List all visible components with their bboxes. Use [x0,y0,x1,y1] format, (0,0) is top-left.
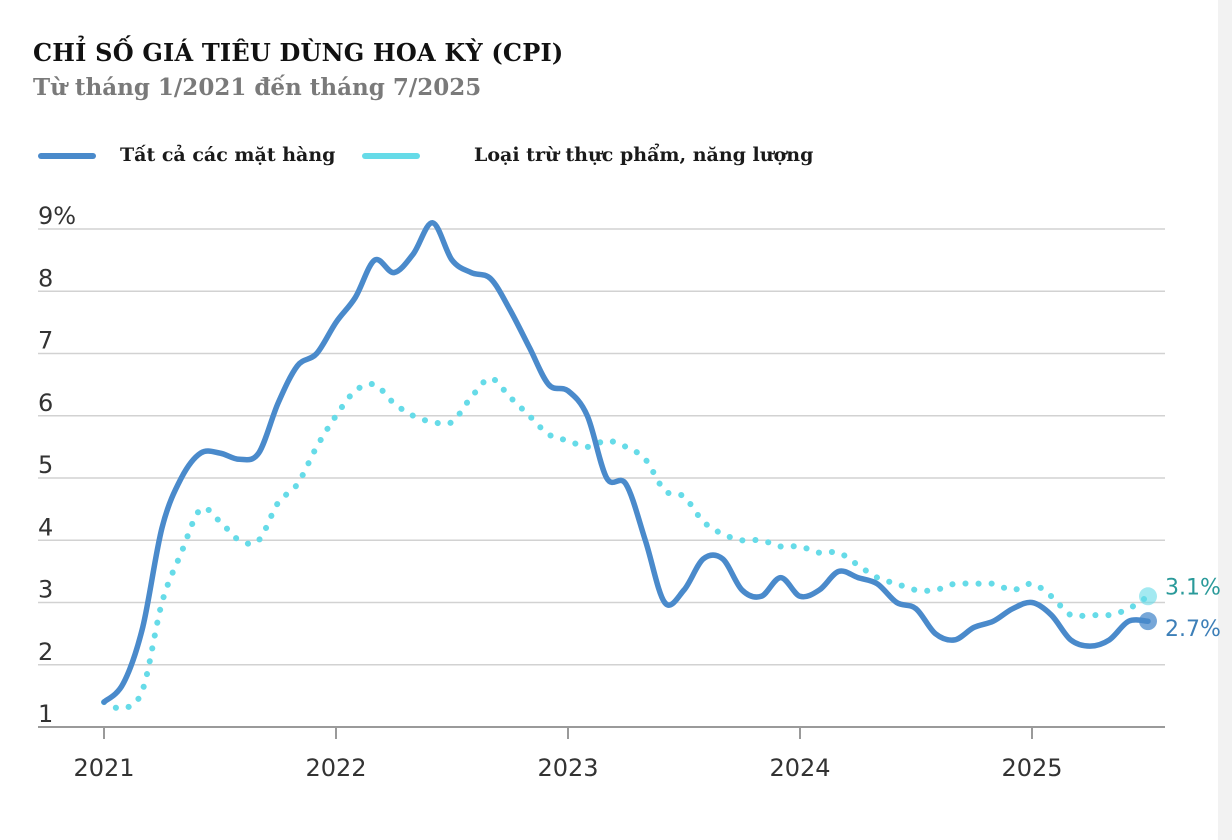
x-tick-label: 2024 [769,754,830,782]
end-point-headline [1139,612,1157,631]
y-tick-label: 1 [38,700,53,728]
x-axis-ticks: 2021 2022 2023 2024 2025 [73,727,1063,782]
y-tick-label: 5 [38,451,53,479]
series-line-headline [101,220,1151,705]
x-tick-label: 2021 [73,754,134,782]
y-tick-label: 4 [38,513,53,541]
series-line-core [101,375,1151,712]
chart-title: CHỈ SỐ GIÁ TIÊU DÙNG HOA KỲ (CPI) [33,38,564,67]
series-lines [101,220,1151,712]
y-tick-label: 8 [38,264,53,292]
x-tick-label: 2022 [305,754,366,782]
y-tick-label: 2 [38,638,53,666]
y-tick-label: 9% [38,202,76,230]
end-point-core [1139,587,1157,606]
y-tick-label: 6 [38,389,53,417]
y-tick-label: 3 [38,576,53,604]
y-axis-ticks: 9% 8 7 6 5 4 3 2 1 [38,202,76,728]
x-tick-label: 2025 [1001,754,1062,782]
x-tick-label: 2023 [537,754,598,782]
end-markers: 3.1% 2.7% [1139,575,1221,642]
y-tick-label: 7 [38,327,53,355]
end-label-headline: 2.7% [1165,617,1221,642]
legend-swatch-headline [38,153,96,159]
legend-swatch-core [362,153,420,159]
legend-label-headline: Tất cả các mặt hàng [120,144,336,166]
legend-label-core: Loại trừ thực phẩm, năng lượng [474,144,814,166]
chart-subtitle: Từ tháng 1/2021 đến tháng 7/2025 [33,74,482,101]
end-label-core: 3.1% [1165,575,1221,600]
page-edge-strip [1218,0,1232,840]
grid-lines [38,228,1165,728]
